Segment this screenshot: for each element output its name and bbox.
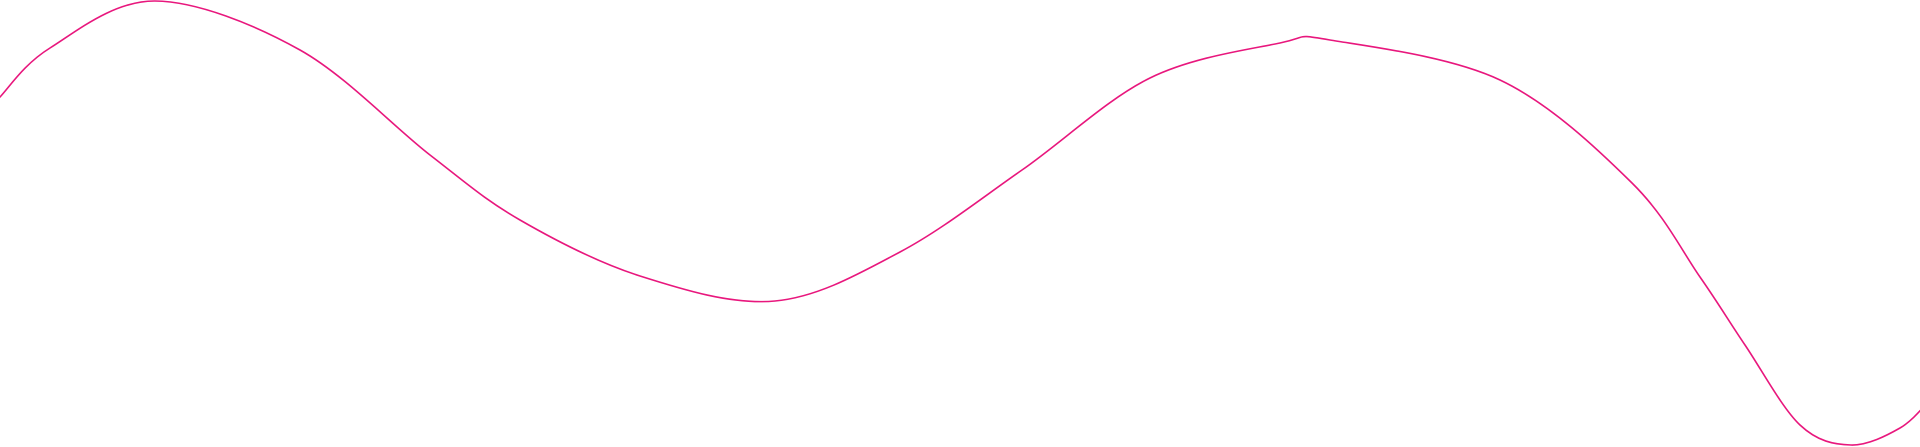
wave-path bbox=[0, 0, 1920, 446]
decorative-wave-line bbox=[0, 0, 1920, 446]
